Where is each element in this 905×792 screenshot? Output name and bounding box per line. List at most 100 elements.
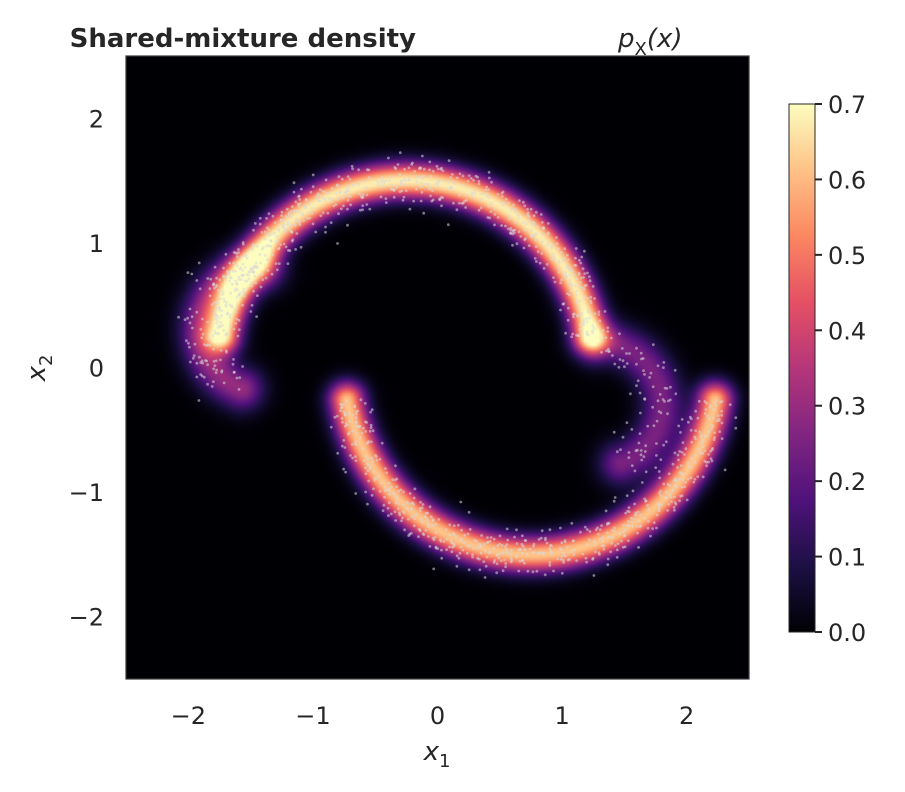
sample-point xyxy=(640,481,644,484)
sample-point xyxy=(574,299,578,303)
sample-point xyxy=(350,443,354,446)
sample-point xyxy=(380,176,384,180)
sample-point xyxy=(418,175,421,179)
sample-point xyxy=(241,269,245,272)
sample-point xyxy=(271,214,275,218)
sample-point xyxy=(365,441,369,445)
sample-point xyxy=(701,445,705,448)
sample-point xyxy=(523,548,527,551)
sample-point xyxy=(694,429,697,432)
sample-point xyxy=(253,266,257,269)
sample-point xyxy=(513,228,517,232)
sample-point xyxy=(256,244,259,248)
sample-point xyxy=(358,192,362,196)
sample-point xyxy=(219,349,223,352)
sample-point xyxy=(493,559,497,562)
sample-point xyxy=(318,193,321,197)
sample-point xyxy=(606,326,610,330)
sample-point xyxy=(284,245,288,249)
sample-point xyxy=(259,261,262,265)
sample-point xyxy=(417,535,420,538)
colorbar-tick-label: 0.6 xyxy=(828,166,866,194)
sample-point xyxy=(693,477,697,481)
sample-point xyxy=(247,249,251,253)
sample-point xyxy=(359,398,363,402)
sample-point xyxy=(480,198,483,202)
sample-point xyxy=(575,289,579,293)
sample-point xyxy=(261,278,265,281)
sample-point xyxy=(413,487,417,491)
sample-point xyxy=(253,274,257,278)
sample-point xyxy=(549,549,553,553)
sample-point xyxy=(360,431,364,435)
sample-point xyxy=(478,568,482,572)
sample-point xyxy=(644,444,648,448)
sample-point xyxy=(521,221,525,224)
sample-point xyxy=(662,482,666,486)
sample-point xyxy=(619,448,622,451)
sample-point xyxy=(362,459,366,463)
sample-point xyxy=(188,321,192,325)
sample-point xyxy=(220,369,224,372)
sample-point xyxy=(526,569,530,573)
sample-point xyxy=(323,190,327,194)
sample-point xyxy=(225,300,229,304)
sample-point xyxy=(229,313,232,317)
sample-point xyxy=(495,562,499,566)
sample-point xyxy=(198,287,202,291)
sample-point xyxy=(565,264,569,268)
sample-point xyxy=(266,269,270,272)
sample-point xyxy=(375,178,378,182)
sample-point xyxy=(600,524,603,527)
sample-point xyxy=(562,302,566,306)
sample-point xyxy=(627,520,630,523)
sample-point xyxy=(684,447,688,451)
sample-point xyxy=(202,375,206,379)
sample-point xyxy=(683,485,686,489)
sample-point xyxy=(604,336,608,339)
sample-point xyxy=(542,267,546,270)
sample-point xyxy=(524,222,528,226)
sample-point xyxy=(559,548,563,552)
sample-point xyxy=(703,412,707,415)
sample-point xyxy=(235,295,239,299)
sample-point xyxy=(235,282,239,286)
sample-point xyxy=(411,501,415,505)
sample-point xyxy=(472,178,475,182)
sample-point xyxy=(455,208,459,212)
sample-point xyxy=(191,356,195,360)
sample-point xyxy=(641,357,645,360)
sample-point xyxy=(583,295,587,299)
sample-point xyxy=(559,281,562,285)
sample-point xyxy=(655,419,659,423)
sample-point xyxy=(532,542,536,546)
sample-point xyxy=(351,413,355,417)
sample-point xyxy=(421,503,425,506)
sample-point xyxy=(607,350,611,353)
sample-point xyxy=(676,453,680,457)
sample-point xyxy=(459,546,463,549)
sample-point xyxy=(479,206,483,210)
sample-point xyxy=(473,188,477,192)
sample-point xyxy=(527,244,531,248)
sample-point xyxy=(351,183,355,186)
sample-point xyxy=(404,189,408,193)
sample-point xyxy=(365,193,369,197)
sample-point xyxy=(426,518,430,522)
sample-point xyxy=(249,310,253,313)
sample-point xyxy=(340,177,344,181)
sample-point xyxy=(243,279,247,283)
sample-point xyxy=(575,277,579,280)
sample-point xyxy=(422,211,426,215)
sample-point xyxy=(509,231,512,235)
sample-point xyxy=(573,548,576,552)
sample-point xyxy=(630,520,634,523)
sample-point xyxy=(591,556,595,560)
sample-point xyxy=(542,226,545,230)
sample-point xyxy=(473,538,476,542)
sample-point xyxy=(612,499,616,503)
sample-point xyxy=(540,252,544,255)
sample-point xyxy=(459,500,463,504)
sample-point xyxy=(464,206,467,209)
sample-point xyxy=(477,179,481,183)
